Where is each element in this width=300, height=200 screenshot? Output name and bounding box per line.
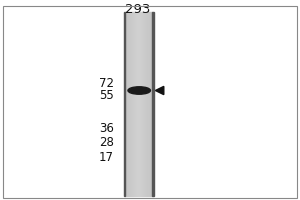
Bar (125, 12, 126, 196)
Bar (124, 12, 125, 196)
Bar (141, 12, 142, 196)
Bar (128, 12, 129, 196)
Bar (130, 12, 131, 196)
Bar (140, 12, 141, 196)
Bar (152, 12, 153, 196)
Bar (135, 12, 136, 196)
Text: 55: 55 (99, 89, 114, 102)
Bar (136, 12, 137, 196)
Bar (139, 12, 140, 196)
Bar (133, 12, 134, 196)
Bar (144, 12, 145, 196)
Bar (138, 12, 139, 196)
Text: 72: 72 (99, 77, 114, 90)
Bar (136, 12, 137, 196)
Text: 293: 293 (125, 3, 151, 16)
Bar (129, 12, 130, 196)
Bar (131, 12, 132, 196)
Bar (134, 12, 135, 196)
Bar (127, 12, 128, 196)
Bar (132, 12, 133, 196)
Polygon shape (155, 86, 164, 95)
Bar (151, 12, 152, 196)
Text: 17: 17 (99, 151, 114, 164)
Bar (145, 12, 146, 196)
Bar (147, 12, 148, 196)
Bar (148, 12, 149, 196)
Ellipse shape (128, 87, 151, 94)
Bar (126, 12, 127, 196)
Bar (142, 12, 143, 196)
Bar (143, 12, 144, 196)
Bar (146, 12, 147, 196)
Text: 36: 36 (99, 122, 114, 135)
Bar (150, 12, 151, 196)
Bar (149, 12, 150, 196)
Bar (124, 12, 125, 196)
Bar (152, 12, 154, 196)
Bar (137, 12, 138, 196)
Text: 28: 28 (99, 136, 114, 149)
